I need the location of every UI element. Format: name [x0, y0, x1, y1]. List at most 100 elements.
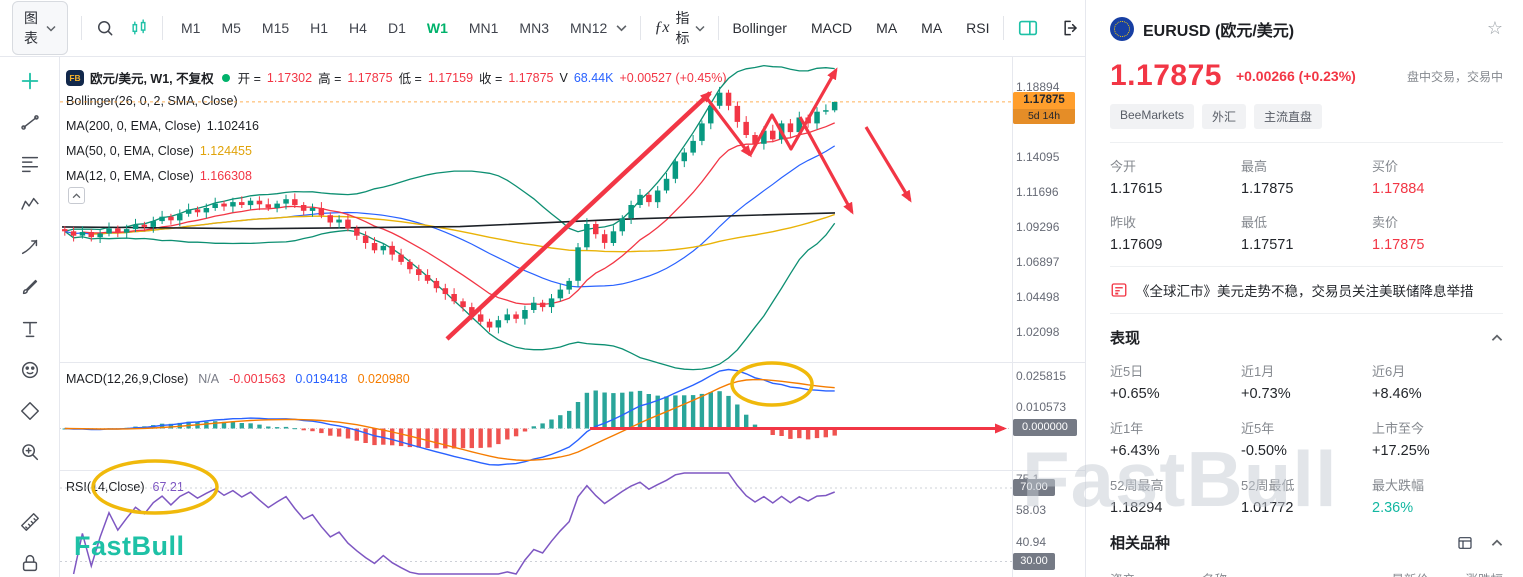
- related-title: 相关品种: [1110, 535, 1171, 552]
- legend-symbol-title[interactable]: 欧元/美元, W1, 不复权: [90, 72, 214, 86]
- related-panel-icon[interactable]: [1457, 535, 1473, 551]
- timeframe-m5[interactable]: M5: [221, 20, 241, 36]
- bollinger-label: Bollinger(26, 0, 2, SMA, Close): [66, 94, 238, 108]
- news-title: 《全球汇市》美元走势不稳，交易员关注美联储降息举措: [1136, 284, 1474, 299]
- macd-legend[interactable]: MACD(12,26,9,Close) N/A -0.001563 0.0194…: [66, 372, 410, 386]
- top-toolbar: 图表 M1 M5 M15 H1 H4 D1 W1 MN1 MN3 MN12 ƒx 指标 Bolli…: [0, 0, 1085, 57]
- chart-canvas[interactable]: [60, 57, 1012, 577]
- axis-tick: 0.025815: [1016, 369, 1067, 383]
- timeframe-group: M1 M5 M15 H1 H4 D1 W1 MN1 MN3 MN12: [180, 18, 608, 38]
- chart-legend-main: FB 欧元/美元, W1, 不复权 开 = 1.17302 高 = 1.1787…: [66, 68, 727, 87]
- timeframe-mn1[interactable]: MN1: [468, 20, 499, 36]
- panel-separator[interactable]: [60, 362, 1085, 363]
- related-table-header: 资产名称最新价涨跌幅: [1110, 563, 1503, 577]
- trendline-icon[interactable]: [15, 108, 45, 136]
- timeframe-h1[interactable]: H1: [310, 20, 329, 36]
- axis-tick: 1.04498: [1016, 290, 1060, 304]
- last-price-value: 1.17875: [1023, 94, 1065, 106]
- timeframe-menu-chevron-icon[interactable]: [616, 24, 627, 32]
- close-value: 1.17875: [508, 70, 554, 85]
- timeframe-mn3[interactable]: MN3: [519, 20, 549, 36]
- chart-legend-ma200[interactable]: MA(200, 0, EMA, Close) 1.102416: [66, 119, 259, 133]
- indicator-shortcut-rsi[interactable]: RSI: [966, 20, 990, 36]
- stat-cell: 52周最高 1.18294: [1110, 475, 1241, 516]
- quote-tags: BeeMarkets 外汇 主流直盘: [1110, 104, 1503, 129]
- axis-tick: 1.02098: [1016, 325, 1060, 339]
- market-open-dot-icon: [221, 73, 230, 82]
- related-col-header: 最新价: [1330, 569, 1429, 577]
- axis-tick: 58.03: [1016, 503, 1047, 517]
- search-icon[interactable]: [95, 14, 115, 42]
- chart-type-icon[interactable]: [129, 14, 149, 42]
- indicator-shortcut-ma[interactable]: MA: [876, 20, 898, 36]
- quote-panel: EURUSD (欧元/美元) ☆ 1.17875 +0.00266 (+0.23…: [1086, 0, 1523, 577]
- stat-cell: 近6月 +8.46%: [1372, 361, 1503, 402]
- axis-tick: 1.06897: [1016, 255, 1060, 269]
- indicator-shortcut-bollinger[interactable]: Bollinger: [732, 20, 787, 36]
- lock-icon[interactable]: [15, 549, 45, 577]
- chevron-up-icon[interactable]: [1491, 334, 1503, 342]
- stat-label: 52周最低: [1241, 478, 1295, 493]
- stat-label: 买价: [1372, 159, 1399, 174]
- stat-cell: 最大跌幅 2.36%: [1372, 475, 1503, 516]
- stat-label: 昨收: [1110, 215, 1137, 230]
- indicator-shortcut-macd[interactable]: MACD: [810, 20, 853, 36]
- tag-外汇[interactable]: 外汇: [1202, 104, 1247, 129]
- legend-collapse-button[interactable]: [68, 187, 85, 204]
- chart-legend-ma50[interactable]: MA(50, 0, EMA, Close) 1.124455: [66, 144, 252, 158]
- candle-countdown: 5d 14h: [1013, 109, 1075, 124]
- zoom-icon[interactable]: [15, 438, 45, 466]
- layout-icon[interactable]: [1017, 14, 1039, 42]
- low-value: 1.17159: [427, 70, 474, 85]
- volume-value: 68.44K: [573, 70, 614, 85]
- indicators-menu-button[interactable]: ƒx 指标: [654, 8, 705, 48]
- stat-value: +0.73%: [1241, 386, 1291, 402]
- timeframe-w1[interactable]: W1: [426, 20, 448, 36]
- chevron-up-icon[interactable]: [1491, 539, 1503, 547]
- eu-flag-icon: [1110, 16, 1134, 41]
- macd-line-value: 0.019418: [295, 372, 348, 386]
- arrow-drawing-icon[interactable]: [15, 232, 45, 260]
- crosshair-icon[interactable]: [15, 67, 45, 95]
- ma12-label: MA(12, 0, EMA, Close): [66, 169, 194, 183]
- shapes-icon[interactable]: [15, 397, 45, 425]
- timeframe-d1[interactable]: D1: [387, 20, 406, 36]
- timeframe-mn12[interactable]: MN12: [569, 20, 608, 36]
- timeframe-h4[interactable]: H4: [349, 20, 367, 36]
- fx-icon: ƒx: [654, 19, 670, 36]
- chart-legend-ma12[interactable]: MA(12, 0, EMA, Close) 1.166308: [66, 169, 252, 183]
- stat-cell: 最低 1.17571: [1241, 212, 1372, 253]
- indicator-shortcut-ma-2[interactable]: MA: [921, 20, 943, 36]
- elliott-wave-icon[interactable]: [15, 191, 45, 219]
- axis-tick: 1.18894: [1016, 80, 1060, 94]
- stat-cell: 卖价 1.17875: [1372, 212, 1503, 253]
- chart-menu-button[interactable]: 图表: [12, 1, 68, 55]
- news-item[interactable]: 《全球汇市》美元走势不稳，交易员关注美联储降息举措: [1110, 280, 1503, 300]
- timeframe-m1[interactable]: M1: [181, 20, 201, 36]
- export-icon[interactable]: [1061, 14, 1081, 42]
- rsi-label: RSI(14,Close): [66, 480, 145, 494]
- high-label: 高 =: [318, 72, 342, 86]
- quote-stats-grid: 今开 1.17615 最高 1.17875 买价 1.17884 昨收 1.17609 最低 1.…: [1110, 156, 1503, 253]
- quote-symbol-title: EURUSD (欧元/美元): [1143, 22, 1295, 40]
- panel-separator[interactable]: [60, 470, 1085, 471]
- measure-icon[interactable]: [15, 508, 45, 536]
- tag-主流直盘[interactable]: 主流直盘: [1254, 104, 1323, 129]
- brush-icon[interactable]: [15, 273, 45, 301]
- tag-BeeMarkets[interactable]: BeeMarkets: [1110, 104, 1195, 129]
- volume-label: V: [559, 70, 568, 85]
- timeframe-m15[interactable]: M15: [261, 20, 290, 36]
- fib-retracement-icon[interactable]: [15, 150, 45, 178]
- stat-value: 1.01772: [1241, 500, 1294, 516]
- macd-signal-value: 0.020980: [357, 372, 410, 386]
- stat-value: 1.17609: [1110, 237, 1163, 253]
- price-axis[interactable]: 1.18894 1.14095 1.11696 1.09296 1.06897 1.044…: [1016, 0, 1084, 577]
- stat-cell: 最高 1.17875: [1241, 156, 1372, 197]
- favorite-star-icon[interactable]: ☆: [1486, 18, 1503, 38]
- chevron-down-icon: [695, 25, 705, 32]
- rsi-value: 67.21: [152, 480, 184, 494]
- rsi-legend[interactable]: RSI(14,Close) 67.21: [66, 480, 184, 494]
- chart-legend-bollinger[interactable]: Bollinger(26, 0, 2, SMA, Close): [66, 94, 238, 108]
- text-tool-icon[interactable]: [15, 315, 45, 343]
- emoji-icon[interactable]: [15, 356, 45, 384]
